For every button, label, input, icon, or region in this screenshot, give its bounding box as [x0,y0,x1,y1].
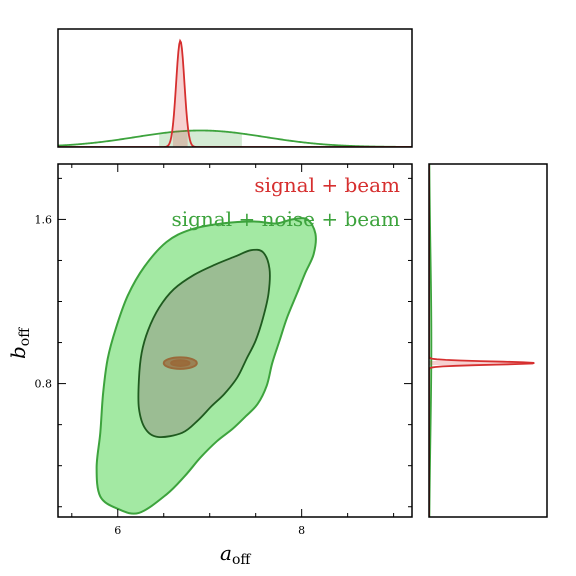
top-marginal-frame [57,28,413,148]
top-marginal-marks [58,38,412,147]
y-tick-label: 1.6 [35,213,53,226]
right-marginal-panel [428,163,548,518]
right-marginal-marks [429,164,536,517]
x-axis-label-sub: off [232,552,251,568]
right-curve-beam [429,164,535,517]
contour-noise-inner [137,248,271,438]
top-band-beam [172,40,188,147]
main-contour-marks [95,217,317,515]
top-curve-beam [58,38,412,147]
y-tick-label: 0.8 [35,378,53,391]
x-tick-label: 8 [298,524,305,537]
main-panel: 6 8 0.8 1.6 signal + beam signal + noise + … [35,163,413,537]
top-curve-noise [58,129,412,147]
main-frame [57,163,413,518]
top-band-noise [159,130,242,147]
y-axis-label: boff [6,327,33,359]
x-tick-label: 6 [114,524,121,537]
right-marginal-frame [428,163,548,518]
x-axis-label: aoff [220,541,251,568]
x-axis-label-main: a [220,541,232,565]
right-curve-noise [429,164,433,517]
y-axis-label-sub: off [17,327,33,346]
top-marginal-panel [57,28,413,148]
y-axis-label-main: b [6,346,30,359]
legend-signal-beam: signal + beam [254,173,400,197]
legend-signal-noise-beam: signal + noise + beam [171,207,400,231]
contour-beam-inner [170,359,191,367]
